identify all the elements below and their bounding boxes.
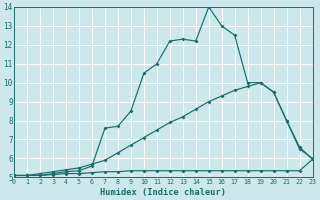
X-axis label: Humidex (Indice chaleur): Humidex (Indice chaleur) [100, 188, 226, 197]
